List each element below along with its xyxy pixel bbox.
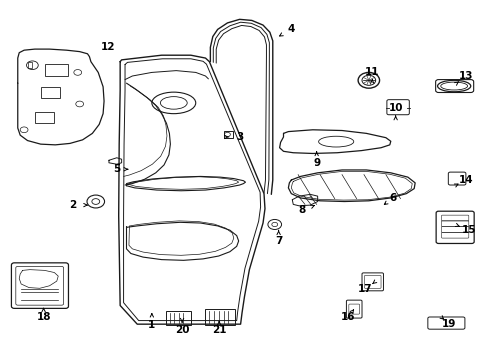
Text: 16: 16 — [340, 312, 354, 322]
Text: 13: 13 — [458, 71, 473, 81]
Text: 7: 7 — [274, 236, 282, 246]
Bar — [224, 131, 232, 138]
Text: 5: 5 — [113, 164, 120, 174]
Text: 2: 2 — [69, 200, 76, 210]
Text: 20: 20 — [175, 325, 189, 335]
Text: 15: 15 — [461, 225, 475, 235]
Text: 9: 9 — [312, 158, 320, 168]
Text: 17: 17 — [357, 284, 372, 294]
Bar — [27, 62, 32, 68]
Text: 3: 3 — [236, 132, 243, 142]
Text: 1: 1 — [148, 320, 155, 330]
Text: 10: 10 — [387, 103, 402, 113]
Text: 4: 4 — [286, 24, 294, 35]
Text: 14: 14 — [458, 175, 473, 185]
Text: 6: 6 — [389, 193, 396, 203]
Text: 19: 19 — [441, 319, 456, 329]
Text: 21: 21 — [211, 325, 226, 335]
Text: 8: 8 — [298, 206, 305, 216]
Text: 18: 18 — [36, 312, 51, 322]
Text: 12: 12 — [101, 42, 115, 52]
Text: 11: 11 — [364, 67, 379, 77]
